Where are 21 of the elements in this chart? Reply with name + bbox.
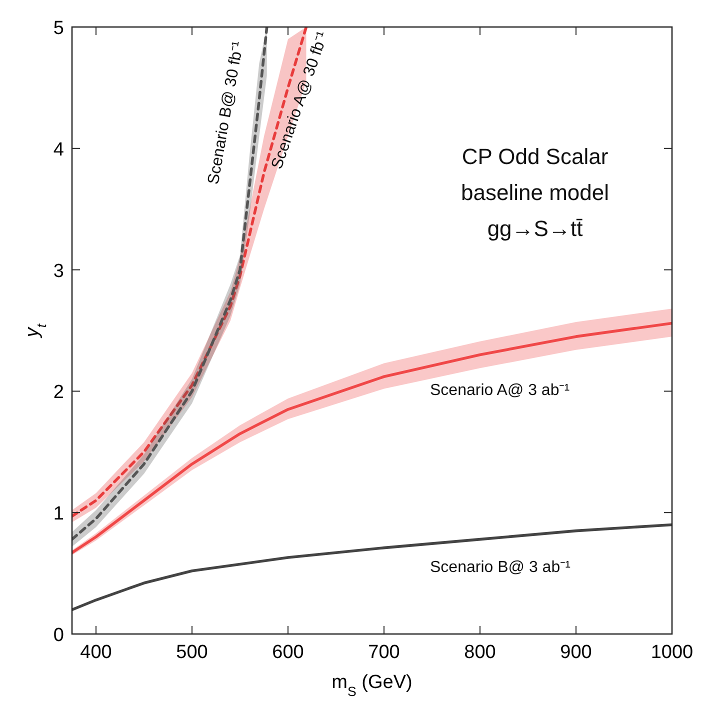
series-label: Scenario B@ 3 ab⁻¹	[430, 559, 570, 576]
x-tick-label: 700	[368, 642, 400, 663]
y-tick-label: 1	[53, 504, 64, 525]
annotation: CP Odd Scalar	[462, 144, 608, 169]
y-tick-label: 0	[53, 625, 64, 646]
x-tick-label: 600	[272, 642, 304, 663]
y-tick-label: 2	[53, 382, 64, 404]
annotation: gg→S→tt̄	[487, 216, 583, 241]
x-tick-label: 400	[80, 642, 112, 663]
y-tick-label: 3	[53, 260, 64, 282]
y-tick-label: 4	[53, 139, 64, 160]
annotation: baseline model	[461, 180, 609, 205]
series-label: Scenario A@ 3 ab⁻¹	[430, 382, 570, 399]
x-tick-label: 500	[176, 642, 208, 663]
x-tick-label: 1000	[650, 642, 694, 663]
x-axis-title: m$_{S}$ (GeV)	[332, 672, 412, 698]
line-series	[72, 523, 672, 612]
y-tick-label: 5	[53, 18, 64, 39]
text: Scenario B@ 30 fb⁻¹	[205, 40, 248, 186]
x-tick-label: 800	[464, 642, 496, 663]
x-tick-label: 900	[560, 642, 592, 663]
